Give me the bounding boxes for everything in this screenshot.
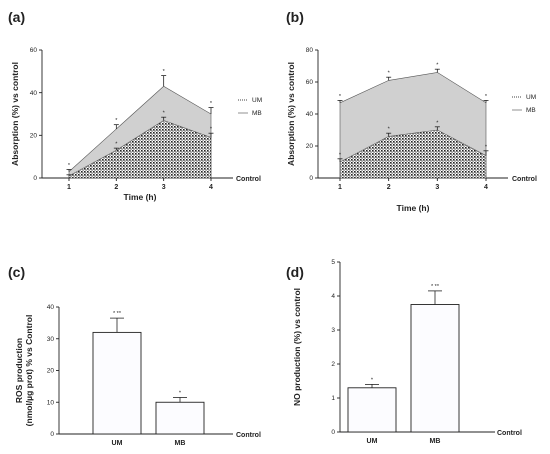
bar-um (92, 331, 142, 435)
y-tick-label: 0 (331, 429, 335, 436)
y-axis-title: NO production (%) vs control (292, 288, 302, 406)
y-tick-label: 40 (30, 90, 38, 97)
significance-star: * (68, 163, 71, 169)
y-tick-label: 2 (331, 361, 335, 368)
x-tick-label: 3 (435, 184, 439, 191)
control-label: Control (497, 430, 522, 437)
y-tick-label: 4 (331, 293, 335, 300)
y-axis-title: ROS production(nmol/µg prot) % vs Contro… (14, 315, 34, 427)
x-tick-label: 1 (338, 184, 342, 191)
y-tick-label: 20 (306, 143, 314, 150)
panel-label: (c) (8, 264, 25, 280)
significance-star: * (163, 111, 166, 117)
significance-star: * (388, 71, 391, 77)
significance-star: * (485, 144, 488, 150)
significance-star: * (485, 94, 488, 100)
y-tick-label: 5 (331, 259, 335, 266)
legend-label: UM (252, 97, 262, 104)
y-tick-label: 60 (30, 47, 38, 54)
significance-star: * (371, 377, 374, 383)
significance-star: * (163, 69, 166, 75)
y-tick-label: 0 (33, 175, 37, 182)
control-label: Control (236, 176, 261, 183)
significance-star: * (115, 118, 118, 124)
y-tick-label: 60 (306, 79, 314, 86)
significance-star: * ** (431, 284, 440, 290)
control-label: Control (512, 176, 537, 183)
x-axis-title: Time (h) (124, 192, 157, 202)
significance-star: * (210, 101, 213, 107)
bar-mb (155, 401, 205, 435)
panel-label: (b) (286, 9, 304, 25)
y-axis-title: Absorption (%) vs control (286, 62, 296, 166)
y-axis-title: Absorption (%) vs control (10, 62, 20, 166)
legend-label: MB (526, 107, 536, 114)
chart-panel-c: (c) 0 10 20 30 40 ROS production(nmol/µg prot)… (8, 264, 261, 447)
bar-mb (410, 304, 460, 433)
panel-label: (a) (8, 9, 25, 25)
y-tick-label: 3 (331, 327, 335, 334)
x-tick-label: 1 (67, 184, 71, 191)
significance-star: * (339, 152, 342, 158)
y-tick-label: 30 (47, 336, 55, 343)
legend-label: UM (526, 94, 536, 101)
panel-label: (d) (286, 264, 304, 280)
significance-star: * (388, 127, 391, 133)
y-tick-label: 20 (30, 133, 38, 140)
significance-star: * (436, 120, 439, 126)
y-tick-label: 0 (309, 175, 313, 182)
x-tick-label: UM (112, 440, 123, 447)
chart-panel-a: (a) 0 20 40 60 Absorption (%) vs control Contr… (8, 9, 262, 202)
x-tick-label: 2 (114, 184, 118, 191)
y-tick-label: 1 (331, 395, 335, 402)
x-tick-label: UM (367, 438, 378, 445)
x-tick-label: 4 (209, 184, 213, 191)
y-tick-label: 80 (306, 47, 314, 54)
bar-um (347, 387, 397, 433)
y-tick-label: 40 (47, 304, 55, 311)
significance-star: * (436, 63, 439, 69)
y-tick-label: 10 (47, 399, 55, 406)
x-tick-label: 2 (387, 184, 391, 191)
significance-star: * ** (113, 311, 122, 317)
chart-panel-d: (d) 0 1 2 3 4 5 NO production (%) vs control Con… (286, 259, 522, 445)
x-tick-label: MB (175, 440, 186, 447)
control-label: Control (236, 432, 261, 439)
x-tick-label: 3 (162, 184, 166, 191)
x-axis-title: Time (h) (397, 203, 430, 213)
significance-star: * (179, 390, 182, 396)
significance-star: * (210, 127, 213, 133)
y-tick-label: 40 (306, 111, 314, 118)
significance-star: * (339, 94, 342, 100)
y-tick-label: 20 (47, 368, 55, 375)
y-tick-label: 0 (50, 431, 54, 438)
legend-label: MB (252, 110, 262, 117)
significance-star: * (115, 142, 118, 148)
x-tick-label: 4 (484, 184, 488, 191)
x-tick-label: MB (430, 438, 441, 445)
chart-panel-b: (b) 0 20 40 60 80 Absorption (%) vs control Con… (286, 9, 537, 213)
